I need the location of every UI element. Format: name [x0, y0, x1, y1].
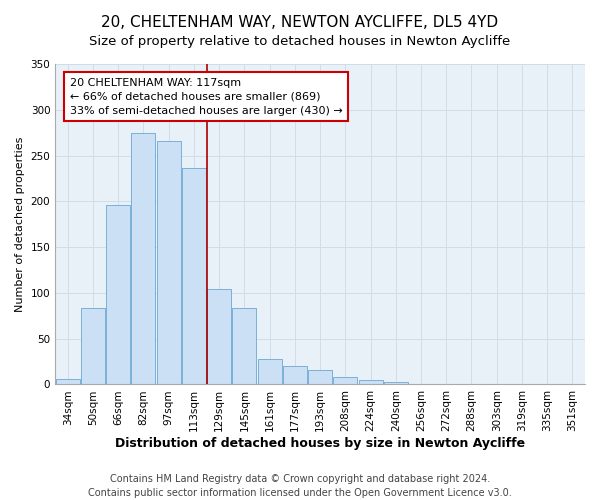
Text: 20 CHELTENHAM WAY: 117sqm
← 66% of detached houses are smaller (869)
33% of semi: 20 CHELTENHAM WAY: 117sqm ← 66% of detac…: [70, 78, 343, 116]
Text: Contains HM Land Registry data © Crown copyright and database right 2024.
Contai: Contains HM Land Registry data © Crown c…: [88, 474, 512, 498]
Y-axis label: Number of detached properties: Number of detached properties: [15, 136, 25, 312]
Bar: [182, 168, 206, 384]
Bar: [106, 205, 130, 384]
Bar: [56, 379, 80, 384]
X-axis label: Distribution of detached houses by size in Newton Aycliffe: Distribution of detached houses by size …: [115, 437, 525, 450]
Text: 20, CHELTENHAM WAY, NEWTON AYCLIFFE, DL5 4YD: 20, CHELTENHAM WAY, NEWTON AYCLIFFE, DL5…: [101, 15, 499, 30]
Bar: [359, 380, 383, 384]
Text: Size of property relative to detached houses in Newton Aycliffe: Size of property relative to detached ho…: [89, 35, 511, 48]
Bar: [308, 370, 332, 384]
Bar: [131, 132, 155, 384]
Bar: [157, 141, 181, 384]
Bar: [257, 359, 281, 384]
Bar: [232, 308, 256, 384]
Bar: [207, 289, 231, 384]
Bar: [81, 308, 105, 384]
Bar: [283, 366, 307, 384]
Bar: [384, 382, 408, 384]
Bar: [334, 377, 357, 384]
